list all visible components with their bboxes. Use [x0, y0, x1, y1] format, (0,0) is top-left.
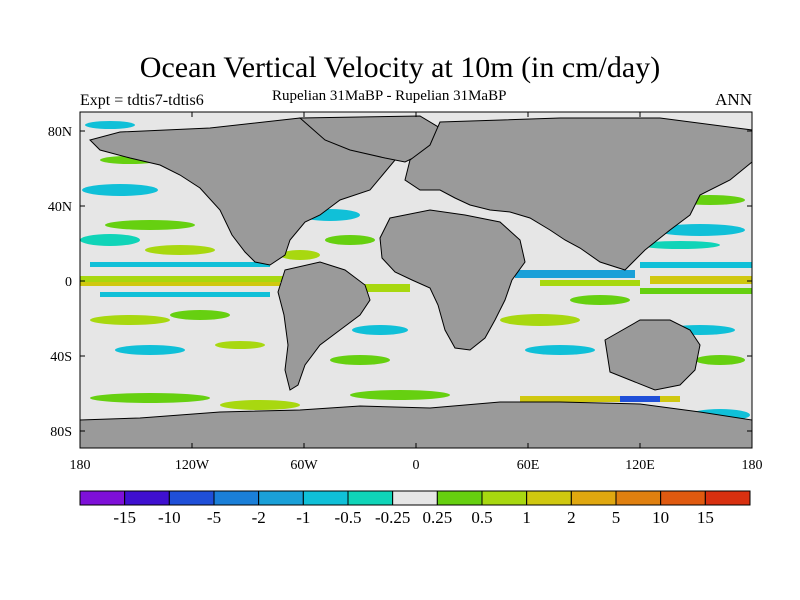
- colorbar-label: 0.5: [471, 508, 492, 527]
- patch-sa-1: [352, 325, 408, 335]
- patch-np-1: [82, 184, 158, 196]
- colorbar-label: 0.25: [422, 508, 452, 527]
- colorbar-label: 2: [567, 508, 576, 527]
- patch-west-pacific-green: [640, 288, 752, 294]
- colorbar-label: -5: [207, 508, 221, 527]
- patch-south-equatorial-cyan: [100, 292, 270, 297]
- patch-na-4: [280, 250, 320, 260]
- colorbar-label: -0.5: [335, 508, 362, 527]
- lon-tick-label: 60E: [517, 458, 540, 473]
- patch-np-3: [80, 234, 140, 246]
- colorbar-label: -15: [113, 508, 136, 527]
- colorbar-swatch: [436, 490, 483, 506]
- colorbar-swatch: [704, 490, 751, 506]
- colorbar-label: 1: [522, 508, 531, 527]
- lon-tick-label: 180: [742, 458, 763, 473]
- experiment-label: Expt = tdtis7-tdtis6: [80, 92, 204, 109]
- patch-na-3: [325, 235, 375, 245]
- patch-arctic-1: [85, 121, 135, 129]
- colorbar-swatch: [302, 490, 349, 506]
- patch-so-gold: [520, 396, 680, 402]
- patch-equatorial-indian-blue: [515, 270, 635, 278]
- patch-west-pacific-gold: [650, 276, 752, 284]
- colorbar-label: -10: [158, 508, 181, 527]
- colorbar-label: 10: [652, 508, 669, 527]
- colorbar-swatch: [570, 490, 617, 506]
- lat-tick-label: 40S: [50, 350, 72, 365]
- plot-subtitle: Rupelian 31MaBP - Rupelian 31MaBP: [272, 88, 507, 104]
- lon-tick-label: 120E: [625, 458, 655, 473]
- patch-so-3: [350, 390, 450, 400]
- patch-io-3: [570, 295, 630, 305]
- lon-tick-label: 120W: [175, 458, 210, 473]
- colorbar-swatch: [392, 490, 438, 506]
- lat-tick-label: 80S: [50, 425, 72, 440]
- patch-sp-6: [695, 355, 745, 365]
- colorbar-swatch: [258, 490, 304, 506]
- colorbar-swatch: [168, 490, 215, 506]
- patch-so-1: [90, 393, 210, 403]
- patch-np-6: [655, 224, 745, 236]
- patch-so-2: [220, 400, 300, 410]
- lat-tick-label: 0: [65, 275, 72, 290]
- latitude-ticks: 80N 40N 0 40S 80S: [48, 125, 752, 440]
- lat-tick-label: 40N: [48, 200, 72, 215]
- patch-sp-4: [215, 341, 265, 349]
- colorbar-swatch: [481, 490, 528, 506]
- patch-np-2: [105, 220, 195, 230]
- colorbar-label: -0.25: [375, 508, 410, 527]
- patch-so-blue: [620, 396, 660, 402]
- patch-equatorial-pacific-yellow: [80, 276, 290, 282]
- patch-equatorial-pacific-gold: [80, 282, 280, 286]
- patch-np-4: [145, 245, 215, 255]
- colorbar-swatch: [124, 490, 170, 506]
- colorbar-swatch: [660, 490, 706, 506]
- plot-title: Ocean Vertical Velocity at 10m (in cm/da…: [139, 51, 661, 84]
- patch-sp-1: [90, 315, 170, 325]
- land-greenland: [298, 115, 441, 163]
- land-eurasia: [404, 117, 753, 271]
- patch-io-1: [500, 314, 580, 326]
- longitude-ticks: 180 120W 60W 0 60E 120E 180: [70, 112, 763, 473]
- patch-np-8: [640, 241, 720, 249]
- lat-tick-label: 80N: [48, 125, 72, 140]
- colorbar-swatch: [213, 490, 260, 506]
- colorbar-swatch: [615, 490, 662, 506]
- patch-equatorial-indian-green: [540, 280, 640, 286]
- lon-tick-label: 60W: [290, 458, 318, 473]
- colorbar-swatch: [526, 490, 572, 506]
- colorbar-swatch: [347, 490, 394, 506]
- patch-north-equatorial-cyan: [90, 262, 270, 267]
- patch-io-2: [525, 345, 595, 355]
- colorbar-swatch: [79, 490, 126, 506]
- land-australia: [604, 319, 701, 391]
- patch-west-pacific-cyan: [640, 262, 752, 268]
- colorbar-label: -1: [296, 508, 310, 527]
- map-panel: [79, 111, 753, 449]
- colorbar-label: 5: [612, 508, 621, 527]
- colorbar: -15 -10 -5 -2 -1 -0.5 -0.25 0.25 0.5 1 2 5 10 15: [79, 490, 751, 527]
- lon-tick-label: 0: [413, 458, 420, 473]
- patch-sp-2: [170, 310, 230, 320]
- colorbar-label: 15: [697, 508, 714, 527]
- land-masses: [79, 115, 753, 449]
- patch-sa-2: [330, 355, 390, 365]
- colorbar-label: -2: [252, 508, 266, 527]
- patch-sp-3: [115, 345, 185, 355]
- lon-tick-label: 180: [70, 458, 91, 473]
- land-south-america: [277, 261, 371, 391]
- land-africa: [379, 209, 526, 351]
- season-label: ANN: [715, 90, 752, 109]
